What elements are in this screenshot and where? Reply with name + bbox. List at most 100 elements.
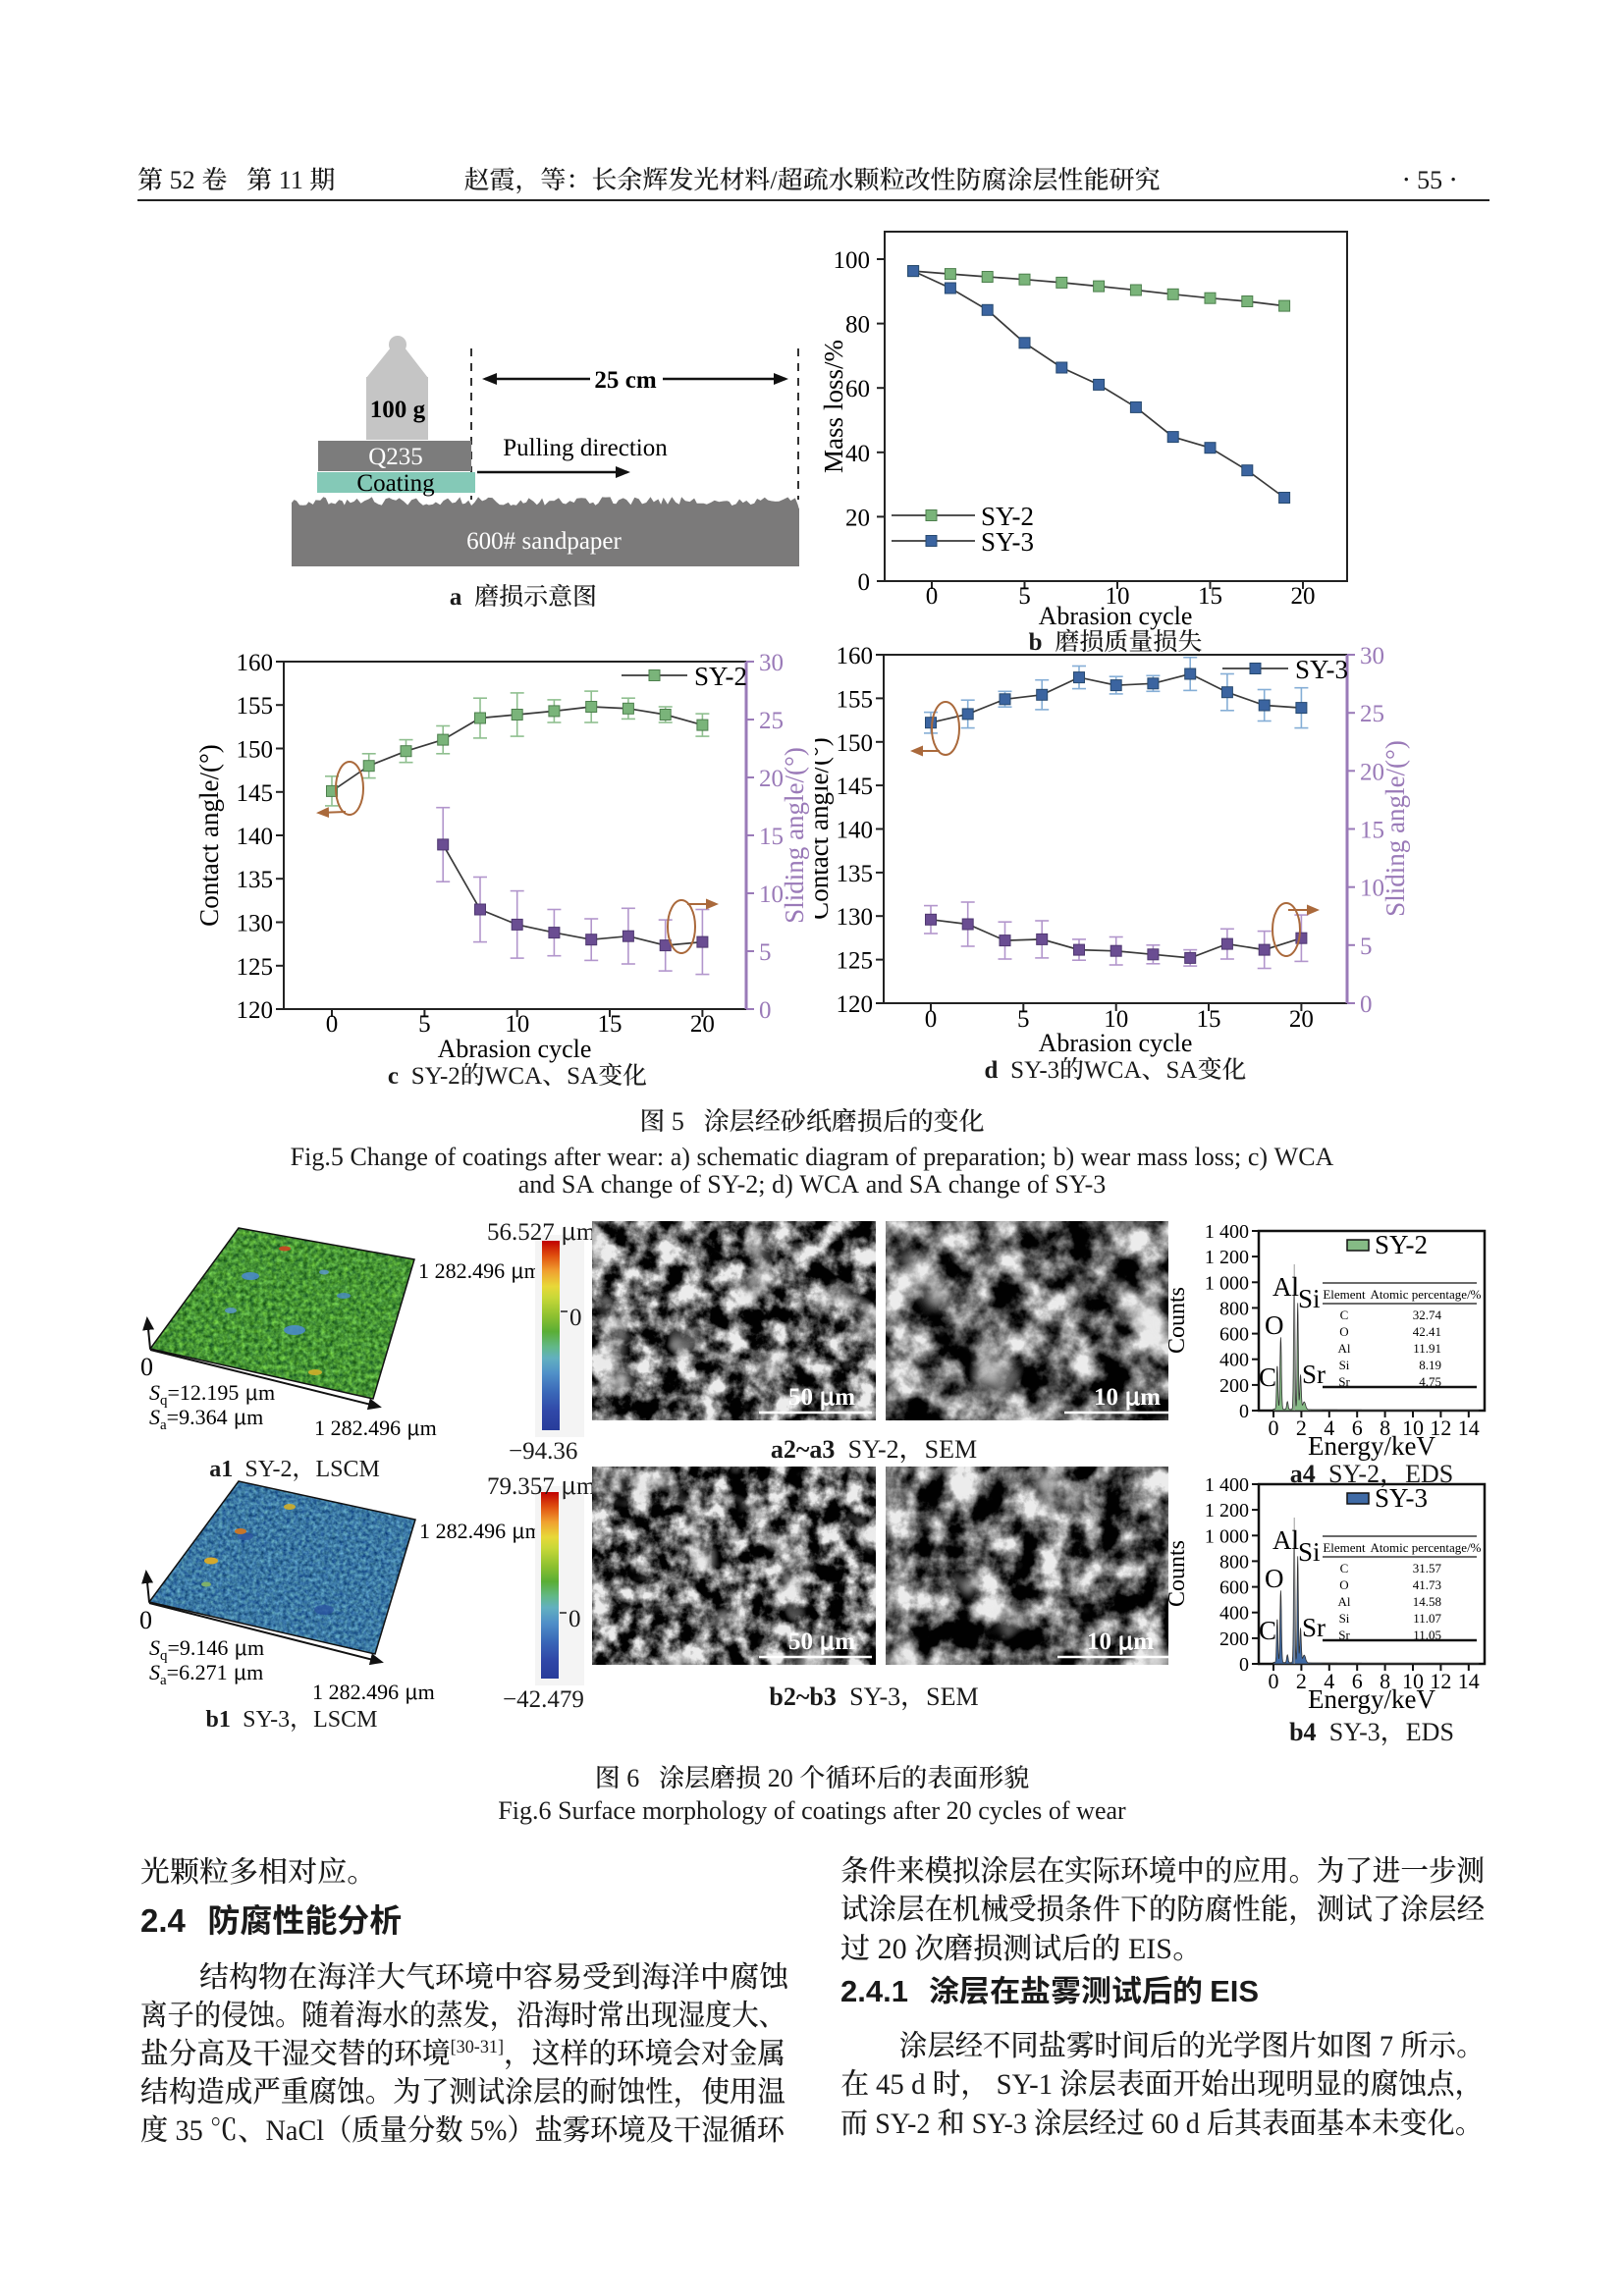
svg-text:C: C <box>1340 1305 1349 1323</box>
svg-text:SY-3: SY-3 <box>981 520 1034 559</box>
svg-text:Sr: Sr <box>1302 1606 1326 1644</box>
svg-text:Sr: Sr <box>1338 1625 1350 1643</box>
svg-text:11.07: 11.07 <box>1413 1608 1441 1627</box>
svg-text:20: 20 <box>1291 576 1316 612</box>
svg-text:Sr: Sr <box>1302 1353 1326 1391</box>
svg-text:Sr: Sr <box>1338 1371 1350 1390</box>
svg-text:1 200: 1 200 <box>1205 1241 1249 1269</box>
svg-text:140: 140 <box>837 811 874 846</box>
svg-text:5: 5 <box>1017 999 1030 1035</box>
svg-text:30: 30 <box>759 643 784 678</box>
svg-text:Abrasion cycle: Abrasion cycle <box>438 1029 592 1065</box>
svg-text:160: 160 <box>237 643 274 678</box>
svg-text:Si: Si <box>1298 1530 1321 1569</box>
svg-text:25: 25 <box>1360 694 1384 729</box>
svg-text:2: 2 <box>1296 1665 1307 1695</box>
svg-text:20: 20 <box>845 498 870 533</box>
svg-text:0: 0 <box>1269 1665 1279 1695</box>
svg-text:200: 200 <box>1219 1623 1249 1651</box>
svg-text:31.57: 31.57 <box>1413 1558 1442 1576</box>
svg-text:0: 0 <box>926 576 939 612</box>
svg-text:1 000: 1 000 <box>1205 1520 1249 1548</box>
svg-text:Atomic percentage/%: Atomic percentage/% <box>1370 1284 1481 1303</box>
svg-text:SY-2: SY-2 <box>981 495 1034 533</box>
svg-text:4.75: 4.75 <box>1419 1371 1441 1390</box>
svg-text:10: 10 <box>1106 576 1130 612</box>
svg-text:1 200: 1 200 <box>1205 1494 1249 1522</box>
svg-text:11.91: 11.91 <box>1413 1338 1441 1357</box>
svg-text:0: 0 <box>925 999 938 1035</box>
svg-text:1 282.496 μm: 1 282.496 μm <box>312 1676 435 1706</box>
svg-text:14: 14 <box>1458 1665 1480 1695</box>
svg-text:1 282.496 μm: 1 282.496 μm <box>419 1515 542 1545</box>
svg-text:C: C <box>1259 1609 1276 1647</box>
svg-text:Energy/keV: Energy/keV <box>1308 1678 1435 1716</box>
svg-text:10: 10 <box>1402 1665 1424 1695</box>
svg-text:SY-3: SY-3 <box>1375 1476 1428 1515</box>
svg-text:800: 800 <box>1219 1545 1249 1574</box>
svg-text:Sliding angle/(°): Sliding angle/(°) <box>1374 740 1412 917</box>
svg-text:Coating: Coating <box>356 463 435 499</box>
svg-text:50 μm: 50 μm <box>788 1622 855 1657</box>
svg-text:O: O <box>1265 1557 1284 1595</box>
svg-text:0: 0 <box>858 562 871 598</box>
svg-text:125: 125 <box>237 947 274 983</box>
svg-text:25: 25 <box>759 701 784 736</box>
svg-text:135: 135 <box>837 854 874 889</box>
svg-text:Sq=9.146 μm: Sq=9.146 μm <box>149 1631 264 1665</box>
svg-text:0: 0 <box>1239 1648 1249 1677</box>
svg-text:8.19: 8.19 <box>1419 1355 1441 1373</box>
svg-text:5: 5 <box>759 933 772 968</box>
svg-text:Sa=9.364 μm: Sa=9.364 μm <box>149 1401 263 1434</box>
svg-text:10: 10 <box>1104 999 1128 1035</box>
svg-text:Al: Al <box>1338 1338 1351 1357</box>
svg-text:5: 5 <box>1018 576 1031 612</box>
svg-text:Element: Element <box>1323 1537 1366 1556</box>
svg-text:20: 20 <box>690 1004 715 1040</box>
svg-text:Al: Al <box>1272 1519 1299 1557</box>
svg-text:125: 125 <box>837 941 874 977</box>
svg-text:20: 20 <box>1360 752 1384 787</box>
svg-text:130: 130 <box>237 904 274 939</box>
svg-text:Al: Al <box>1338 1591 1351 1610</box>
svg-text:6: 6 <box>1352 1412 1363 1442</box>
svg-text:Q235: Q235 <box>368 437 423 472</box>
svg-text:60: 60 <box>845 369 870 404</box>
svg-text:12: 12 <box>1430 1412 1451 1442</box>
svg-text:41.73: 41.73 <box>1413 1575 1441 1593</box>
svg-text:20: 20 <box>759 759 784 794</box>
svg-text:200: 200 <box>1219 1369 1249 1398</box>
svg-text:Atomic percentage/%: Atomic percentage/% <box>1370 1537 1481 1556</box>
svg-text:145: 145 <box>237 774 274 809</box>
svg-text:O: O <box>1265 1304 1284 1342</box>
svg-text:0: 0 <box>1360 985 1373 1020</box>
svg-text:10: 10 <box>759 875 784 910</box>
svg-text:1 400: 1 400 <box>1205 1468 1249 1497</box>
svg-text:5: 5 <box>418 1004 431 1040</box>
svg-text:15: 15 <box>598 1004 623 1040</box>
svg-text:O: O <box>1339 1575 1348 1593</box>
svg-text:Contact angle/(°): Contact angle/(°) <box>188 744 226 927</box>
svg-text:42.41: 42.41 <box>1413 1321 1441 1340</box>
svg-text:Si: Si <box>1298 1277 1321 1315</box>
svg-text:14.58: 14.58 <box>1413 1591 1441 1610</box>
svg-text:C: C <box>1259 1356 1276 1394</box>
svg-text:8: 8 <box>1380 1412 1390 1442</box>
svg-text:100 g: 100 g <box>370 390 426 425</box>
svg-text:0: 0 <box>139 1600 152 1636</box>
svg-text:120: 120 <box>237 990 274 1026</box>
svg-text:4: 4 <box>1324 1412 1334 1442</box>
svg-text:Sliding angle/(°): Sliding angle/(°) <box>773 747 811 924</box>
svg-text:15: 15 <box>1360 811 1384 846</box>
svg-text:100: 100 <box>834 240 871 276</box>
svg-text:2: 2 <box>1296 1412 1307 1442</box>
svg-text:600# sandpaper: 600# sandpaper <box>466 521 622 557</box>
svg-text:Pulling direction: Pulling direction <box>503 428 668 463</box>
svg-text:30: 30 <box>1360 636 1384 671</box>
svg-text:1 282.496 μm: 1 282.496 μm <box>418 1255 541 1285</box>
svg-text:SY-2: SY-2 <box>694 655 747 693</box>
svg-text:1 400: 1 400 <box>1205 1215 1249 1244</box>
svg-text:Element: Element <box>1323 1284 1366 1303</box>
svg-text:80: 80 <box>845 305 870 341</box>
svg-text:4: 4 <box>1324 1665 1334 1695</box>
